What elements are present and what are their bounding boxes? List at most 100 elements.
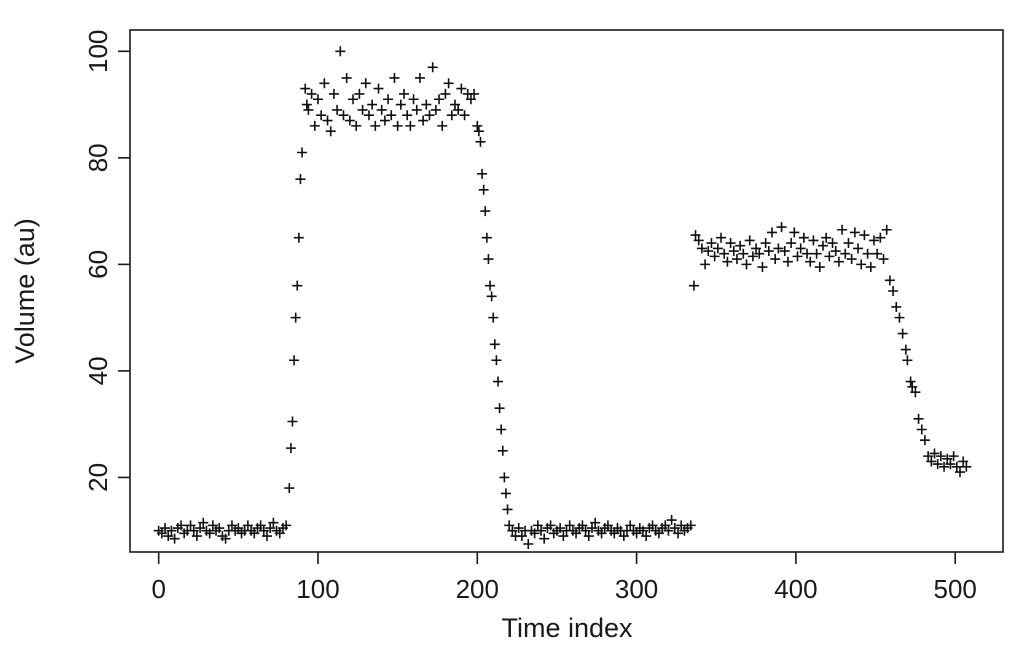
y-tick-label: 20 xyxy=(83,463,113,492)
x-tick-label: 200 xyxy=(456,574,499,604)
data-point xyxy=(376,104,387,115)
data-point xyxy=(421,99,432,110)
data-point xyxy=(160,523,171,534)
data-point xyxy=(961,461,972,472)
data-point xyxy=(497,445,508,456)
data-point xyxy=(204,528,215,539)
data-point xyxy=(341,72,352,83)
data-point xyxy=(469,88,480,99)
data-point xyxy=(265,523,276,534)
data-point xyxy=(676,520,687,531)
data-point xyxy=(268,517,279,528)
data-point xyxy=(926,456,937,467)
y-axis: 20 40 60 80 100 xyxy=(83,30,130,492)
data-point xyxy=(287,416,298,427)
data-point xyxy=(558,531,569,542)
data-point xyxy=(312,94,323,105)
data-point xyxy=(411,104,422,115)
data-point xyxy=(156,528,167,539)
data-point xyxy=(370,120,381,131)
data-point xyxy=(309,120,320,131)
data-point xyxy=(220,533,231,544)
x-tick-label: 0 xyxy=(151,574,165,604)
data-point xyxy=(539,533,550,544)
data-point xyxy=(284,483,295,494)
data-point xyxy=(792,251,803,262)
data-point xyxy=(486,291,497,302)
data-point xyxy=(888,286,899,296)
data-point xyxy=(833,256,844,267)
data-point xyxy=(725,238,736,249)
data-point xyxy=(354,88,365,99)
data-point xyxy=(919,435,930,446)
data-point xyxy=(166,525,177,536)
data-point xyxy=(529,528,540,539)
data-point xyxy=(716,232,727,243)
x-axis-title: Time index xyxy=(501,613,633,643)
data-point xyxy=(631,528,642,539)
data-point xyxy=(473,126,484,137)
data-point xyxy=(348,94,359,105)
data-point xyxy=(700,259,711,270)
data-point xyxy=(399,88,410,99)
y-tick-label: 60 xyxy=(83,250,113,279)
data-point xyxy=(242,520,253,531)
data-point xyxy=(195,523,206,534)
data-point xyxy=(191,531,202,542)
data-point xyxy=(660,520,671,531)
data-point xyxy=(637,525,648,536)
data-point xyxy=(389,72,400,83)
plot-frame xyxy=(129,29,1004,553)
data-point xyxy=(383,94,394,105)
data-point xyxy=(814,262,825,273)
data-point xyxy=(504,520,515,531)
data-point xyxy=(434,94,445,105)
data-point xyxy=(301,99,312,110)
data-point xyxy=(722,256,733,267)
data-point xyxy=(289,355,300,366)
data-point xyxy=(945,459,956,470)
data-point xyxy=(767,227,778,238)
data-point xyxy=(693,235,704,246)
data-point xyxy=(875,232,886,243)
data-point xyxy=(719,248,730,259)
data-point xyxy=(932,459,943,470)
data-point xyxy=(249,528,260,539)
data-point xyxy=(647,520,658,531)
data-point xyxy=(395,99,406,110)
data-point xyxy=(386,110,397,121)
data-point xyxy=(779,246,790,257)
data-point xyxy=(808,235,819,246)
data-point xyxy=(335,46,346,57)
data-point xyxy=(789,227,800,238)
data-point xyxy=(344,115,355,126)
data-point xyxy=(878,254,889,265)
data-point xyxy=(465,94,476,105)
data-point xyxy=(821,232,832,243)
data-point xyxy=(728,246,739,257)
data-point xyxy=(437,120,448,131)
data-point xyxy=(618,531,629,542)
y-tick-label: 100 xyxy=(83,30,113,73)
data-point xyxy=(709,251,720,262)
data-point xyxy=(281,520,292,531)
data-point xyxy=(494,403,505,414)
data-point xyxy=(663,525,674,536)
data-point xyxy=(328,88,339,99)
data-point xyxy=(905,376,916,387)
data-point xyxy=(555,523,566,534)
data-point xyxy=(843,238,854,249)
data-point xyxy=(666,515,677,526)
data-point xyxy=(545,520,556,531)
data-point xyxy=(881,224,892,235)
data-point xyxy=(483,254,494,265)
data-point xyxy=(763,246,774,257)
data-point xyxy=(360,78,371,89)
data-point xyxy=(513,523,524,534)
data-point xyxy=(255,520,266,531)
data-point xyxy=(198,517,209,528)
data-point xyxy=(274,528,285,539)
data-point xyxy=(805,256,816,267)
data-point xyxy=(233,523,244,534)
data-point xyxy=(827,238,838,249)
